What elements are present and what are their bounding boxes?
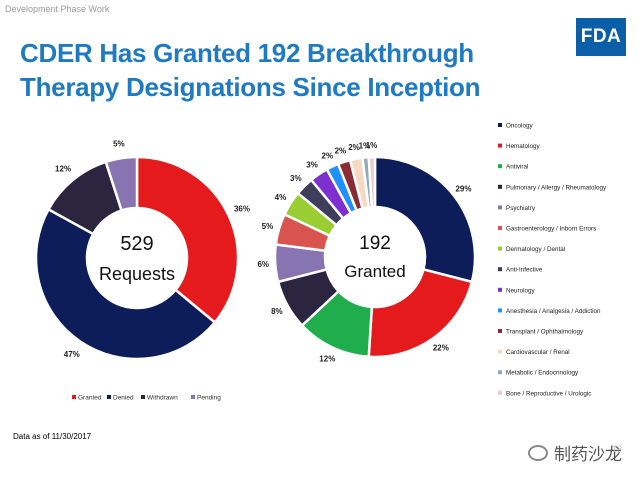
donut-hole [325,207,425,307]
data-label-antiviral: 12% [319,354,335,363]
legend-label-psychiatry: Psychiatry [506,205,536,212]
center-label: Granted [344,262,405,281]
legend-swatch-pulmonary-allergy-rheumatology [498,184,502,189]
legend-swatch-psychiatry [498,205,502,210]
title-line-2: Therapy Designations Since Inception [20,72,481,102]
data-label-cardiovascular-renal: 2% [348,143,360,152]
data-label-anesthesia-analgesia-addiction: 2% [322,152,334,161]
data-label-dermatology-dental: 4% [275,193,287,202]
data-label-granted: 36% [234,205,250,214]
fda-logo: FDA [576,18,626,56]
legend-label-granted: Granted [78,395,102,402]
legend-swatch-anti-infective [498,267,502,272]
center-label: Requests [99,264,175,284]
data-label-neurology: 3% [306,160,318,169]
legend-label-pulmonary-allergy-rheumatology: Pulmonary / Allergy / Rheumatology [506,184,607,191]
slide-title: CDER Has Granted 192 Breakthrough Therap… [20,36,480,104]
data-label-psychiatry: 6% [257,260,269,269]
data-label-denied: 47% [64,350,80,359]
data-label-anti-infective: 3% [290,174,302,183]
data-as-of-note: Data as of 11/30/2017 [13,432,92,441]
legend-swatch-withdrawn [141,395,145,399]
legend-label-hematology: Hematology [506,143,540,150]
legend-swatch-transplant-ophthalmology [498,329,502,333]
wechat-badge: 制药沙龙 [528,440,622,465]
legend-swatch-anesthesia-analgesia-addiction [498,308,502,313]
legend-label-pending: Pending [197,395,221,402]
wechat-icon [528,444,548,461]
data-label-oncology: 29% [455,184,471,193]
legend-label-dermatology-dental: Dermatology / Dental [506,246,565,253]
data-label-pulmonary-allergy-rheumatology: 8% [271,307,283,316]
wechat-label: 制药沙龙 [554,445,622,464]
watermark-text: Development Phase Work [5,4,110,14]
legend-swatch-oncology [498,123,502,127]
legend-label-oncology: Oncology [506,123,533,130]
slice-granted [135,155,240,325]
legend-swatch-cardiovascular-renal [498,349,502,354]
legend-swatch-metabolic-endocrinology [498,370,502,375]
data-label-transplant-ophthalmology: 2% [335,146,347,155]
legend-swatch-neurology [498,287,502,292]
legend-swatch-antiviral [498,164,502,169]
center-value: 529 [120,233,153,255]
legend-label-transplant-ophthalmology: Transplant / Ophthalmology [506,329,584,336]
data-label-hematology: 22% [433,344,449,353]
data-label-gastroenterology-inborn-errors: 5% [262,222,274,231]
data-label-withdrawn: 12% [55,165,71,174]
legend-label-antiviral: Antiviral [506,164,528,171]
legend-label-anti-infective: Anti-Infective [506,267,543,274]
legend-swatch-pending [191,395,195,399]
legend-label-metabolic-endocrinology: Metabolic / Endocrinology [506,370,579,377]
donut-hole [87,208,187,308]
legend-label-anesthesia-analgesia-addiction: Anesthesia / Analgesia / Addiction [506,308,601,315]
page-number: 13 [612,444,623,454]
legend-swatch-granted [72,395,76,399]
data-label-bone-reproductive-urologic: 1% [366,141,378,150]
title-line-1: CDER Has Granted 192 Breakthrough [20,38,474,68]
legend-swatch-hematology [498,143,502,148]
legend-label-neurology: Neurology [506,287,536,294]
center-value: 192 [359,233,391,254]
data-label-pending: 5% [113,139,125,148]
legend-swatch-gastroenterology-inborn-errors [498,226,502,230]
legend-swatch-bone-reproductive-urologic [498,390,502,395]
legend-swatch-dermatology-dental [498,246,502,251]
legend-label-cardiovascular-renal: Cardiovascular / Renal [506,349,570,356]
legend-label-bone-reproductive-urologic: Bone / Reproductive / Urologic [506,390,591,397]
legend-label-denied: Denied [113,395,134,402]
legend-swatch-denied [107,395,111,399]
legend-label-withdrawn: Withdrawn [147,395,178,402]
legend-label-gastroenterology-inborn-errors: Gastroenterology / Inborn Errors [506,226,596,233]
data-label-metabolic-endocrinology: 1% [359,141,371,150]
